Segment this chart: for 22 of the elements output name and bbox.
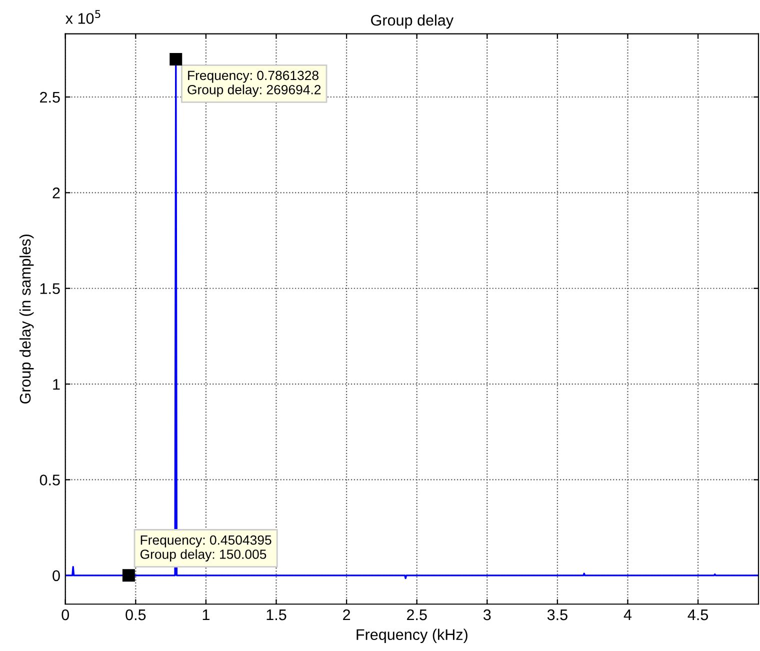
x-tick-label: 4.5: [688, 610, 708, 620]
y-tick-label: 1: [53, 379, 60, 390]
x-tick-label: 0.5: [126, 609, 146, 620]
y-tick-label: 0: [52, 570, 60, 582]
y-axis-title: Group delay (in samples): [19, 234, 34, 404]
y-tick-label: 1.5: [40, 283, 60, 294]
x-tick-label: 2: [343, 609, 350, 620]
x-tick-label: 1: [202, 610, 210, 620]
x-tick-label: 3.5: [547, 609, 568, 620]
x-tick-label: 3: [483, 609, 491, 620]
y-tick-label: 0.5: [40, 474, 60, 486]
y-tick-label: 2.5: [40, 92, 60, 103]
x-tick-label: 4: [624, 610, 632, 620]
y-tick-label: 2: [52, 188, 60, 198]
annotation: Frequency: 0.4504395 Group delay: 150.005: [140, 535, 272, 562]
x-tick-label: 0: [62, 609, 70, 620]
x-tick-label: 2.5: [406, 609, 427, 620]
x-tick-label: 1.5: [266, 610, 286, 620]
text: x 10$^{5}$: [66, 10, 100, 24]
annotation: Frequency: 0.7861328 Group delay: 269694.2: [188, 70, 321, 97]
chart-title: Group delay: [371, 14, 454, 29]
x-axis-title: Frequency (kHz): [356, 628, 468, 644]
